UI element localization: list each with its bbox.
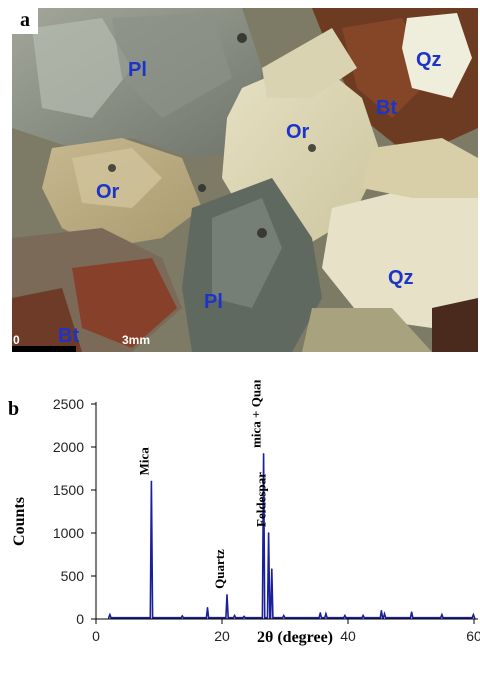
x-axis-title: 2θ (degree) — [257, 629, 333, 646]
y-tick-label: 0 — [76, 611, 84, 627]
xrd-peak-point — [267, 532, 270, 534]
panel-letter-a: a — [12, 8, 38, 34]
xrd-peak-point — [282, 614, 285, 617]
xrd-chart: 0 500 1000 1500 2000 2500 0 20 40 60 2θ (degree) Co… — [0, 380, 480, 675]
label-pl-top: Pl — [128, 59, 147, 81]
chart-series — [107, 453, 476, 619]
xrd-peak-point — [270, 568, 273, 570]
xrd-chart-svg: 0 500 1000 1500 2000 2500 0 20 40 60 2θ (degree) Co… — [11, 380, 480, 646]
scale-bar — [12, 346, 76, 352]
xrd-peak-point — [325, 613, 327, 615]
xrd-peak-point — [226, 594, 228, 596]
label-qz-top: Qz — [416, 49, 442, 71]
y-tick-label: 500 — [61, 568, 85, 584]
label-qz-bottom: Qz — [388, 267, 414, 289]
peak-annotation: Mica — [136, 447, 151, 476]
y-tick-label: 2000 — [53, 439, 84, 455]
xrd-peak-point — [472, 613, 475, 616]
scale-label-end: 3mm — [122, 333, 151, 347]
y-tick-label: 1000 — [53, 525, 84, 541]
chart-axes: 0 500 1000 1500 2000 2500 0 20 40 60 2θ (degree) Co… — [11, 396, 480, 646]
label-or-center: Or — [286, 121, 310, 143]
xrd-peak-point — [150, 480, 153, 483]
label-bt-right: Bt — [376, 97, 398, 119]
xrd-peak-point — [206, 607, 209, 609]
xrd-peak-point — [362, 614, 364, 617]
xrd-peak-point — [383, 613, 386, 615]
y-tick-label: 2500 — [53, 396, 84, 412]
peak-annotation: Quartz — [212, 549, 227, 589]
xrd-peak-point — [344, 614, 346, 617]
x-tick-label: 20 — [214, 628, 230, 644]
chart-labels: Mica Quartz mica + Quartz Feldespar — [136, 380, 268, 589]
xrd-trace-line — [107, 453, 476, 619]
panel-letter-b: b — [8, 398, 20, 420]
x-tick-label: 40 — [340, 628, 356, 644]
xrd-peak-point — [441, 613, 443, 616]
xrd-peak-point — [262, 453, 265, 455]
peak-annotation: Feldespar — [254, 472, 269, 527]
micrograph-image — [12, 8, 478, 352]
xrd-peak-point — [243, 615, 245, 618]
xrd-peak-point — [410, 611, 413, 613]
y-tick-label: 1500 — [53, 482, 84, 498]
xrd-peak-point — [319, 612, 322, 614]
xrd-peak-point — [233, 614, 236, 617]
label-pl-bottom: Pl — [204, 291, 223, 313]
xrd-peak-point — [109, 613, 111, 616]
x-tick-label: 60 — [466, 628, 480, 644]
label-bt-bottom: Bt — [58, 325, 80, 347]
thin-section-micrograph — [12, 8, 478, 352]
label-or-left: Or — [96, 181, 120, 203]
xrd-peak-point — [380, 610, 383, 612]
x-tick-label: 0 — [92, 628, 100, 644]
scale-label-start: 0 — [13, 333, 20, 347]
xrd-peak-point — [181, 615, 184, 617]
y-axis-title: Counts — [11, 497, 28, 546]
peak-annotation: mica + Quartz — [249, 380, 264, 448]
